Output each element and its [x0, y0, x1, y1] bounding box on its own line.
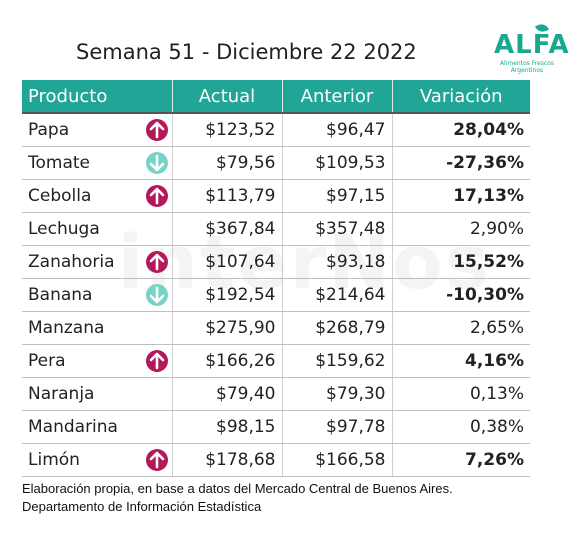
product-name: Mandarina [28, 417, 118, 437]
table-row: Zanahoria $107,64 $93,18 15,52% [22, 245, 530, 279]
product-cell: Naranja [22, 377, 173, 411]
anterior-cell: $109,53 [282, 146, 393, 180]
alfa-logo: ALFA Alimentos Frescos Argentinos [490, 22, 569, 80]
product-cell: Papa [22, 112, 173, 147]
product-cell: Mandarina [22, 410, 173, 444]
anterior-cell: $97,15 [282, 179, 393, 213]
actual-cell: $79,56 [172, 146, 283, 180]
product-name: Zanahoria [28, 252, 115, 272]
arrow-up-circle-icon [145, 119, 168, 141]
product-name: Limón [28, 450, 80, 470]
product-cell: Zanahoria [22, 245, 173, 279]
table-row: Papa $123,52 $96,47 28,04% [22, 112, 530, 147]
table-row: Limón $178,68 $166,58 7,26% [22, 443, 530, 477]
arrow-down-circle-icon [145, 284, 168, 306]
actual-cell: $79,40 [172, 377, 283, 411]
product-cell: Pera [22, 344, 173, 378]
variation-cell: 2,90% [392, 212, 530, 246]
product-cell: Tomate [22, 146, 173, 180]
product-name: Pera [28, 351, 66, 371]
variation-cell: 15,52% [392, 245, 530, 279]
page-title: Semana 51 - Diciembre 22 2022 [76, 40, 417, 64]
footnote: Elaboración propia, en base a datos del … [22, 481, 453, 514]
product-cell: Cebolla [22, 179, 173, 213]
actual-cell: $178,68 [172, 443, 283, 477]
header-anterior: Anterior [282, 80, 393, 113]
actual-cell: $123,52 [172, 112, 283, 147]
table-row: Tomate $79,56 $109,53 -27,36% [22, 146, 530, 180]
anterior-cell: $214,64 [282, 278, 393, 312]
actual-cell: $166,26 [172, 344, 283, 378]
arrow-up-circle-icon [145, 350, 168, 372]
product-cell: Lechuga [22, 212, 173, 246]
arrow-up-circle-icon [145, 185, 168, 207]
arrow-down-circle-icon [145, 152, 168, 174]
logo-subtitle: Alimentos Frescos Argentinos [490, 60, 564, 74]
logo-subtitle-line1: Alimentos Frescos [499, 60, 555, 67]
actual-cell: $367,84 [172, 212, 283, 246]
table-row: Banana $192,54 $214,64 -10,30% [22, 278, 530, 312]
actual-cell: $98,15 [172, 410, 283, 444]
variation-cell: 2,65% [392, 311, 530, 345]
actual-cell: $107,64 [172, 245, 283, 279]
product-name: Papa [28, 120, 70, 140]
anterior-cell: $166,58 [282, 443, 393, 477]
header-producto: Producto [22, 80, 173, 113]
anterior-cell: $268,79 [282, 311, 393, 345]
product-name: Tomate [28, 153, 90, 173]
variation-cell: -27,36% [392, 146, 530, 180]
variation-cell: 0,13% [392, 377, 530, 411]
header-variacion: Variación [392, 80, 530, 113]
anterior-cell: $357,48 [282, 212, 393, 246]
anterior-cell: $97,78 [282, 410, 393, 444]
product-cell: Limón [22, 443, 173, 477]
product-cell: Banana [22, 278, 173, 312]
table-header-row: Producto Actual Anterior Variación [22, 80, 530, 113]
actual-cell: $113,79 [172, 179, 283, 213]
product-cell: Manzana [22, 311, 173, 345]
arrow-up-circle-icon [145, 449, 168, 471]
variation-cell: 7,26% [392, 443, 530, 477]
anterior-cell: $93,18 [282, 245, 393, 279]
price-table: Producto Actual Anterior Variación Papa $… [22, 80, 530, 477]
variation-cell: 28,04% [392, 112, 530, 147]
product-name: Cebolla [28, 186, 92, 206]
variation-cell: 0,38% [392, 410, 530, 444]
arrow-up-circle-icon [145, 251, 168, 273]
header-actual: Actual [172, 80, 283, 113]
actual-cell: $192,54 [172, 278, 283, 312]
actual-cell: $275,90 [172, 311, 283, 345]
anterior-cell: $79,30 [282, 377, 393, 411]
variation-cell: 4,16% [392, 344, 530, 378]
product-name: Lechuga [28, 219, 100, 239]
anterior-cell: $159,62 [282, 344, 393, 378]
logo-subtitle-line2: Argentinos [510, 67, 544, 74]
variation-cell: 17,13% [392, 179, 530, 213]
anterior-cell: $96,47 [282, 112, 393, 147]
logo-word: ALFA [494, 30, 570, 60]
table-row: Lechuga $367,84 $357,48 2,90% [22, 212, 530, 246]
product-name: Banana [28, 285, 93, 305]
product-name: Naranja [28, 384, 95, 404]
table-row: Mandarina $98,15 $97,78 0,38% [22, 410, 530, 444]
table-row: Manzana $275,90 $268,79 2,65% [22, 311, 530, 345]
variation-cell: -10,30% [392, 278, 530, 312]
table-row: Cebolla $113,79 $97,15 17,13% [22, 179, 530, 213]
table-row: Pera $166,26 $159,62 4,16% [22, 344, 530, 378]
product-name: Manzana [28, 318, 105, 338]
table-row: Naranja $79,40 $79,30 0,13% [22, 377, 530, 411]
